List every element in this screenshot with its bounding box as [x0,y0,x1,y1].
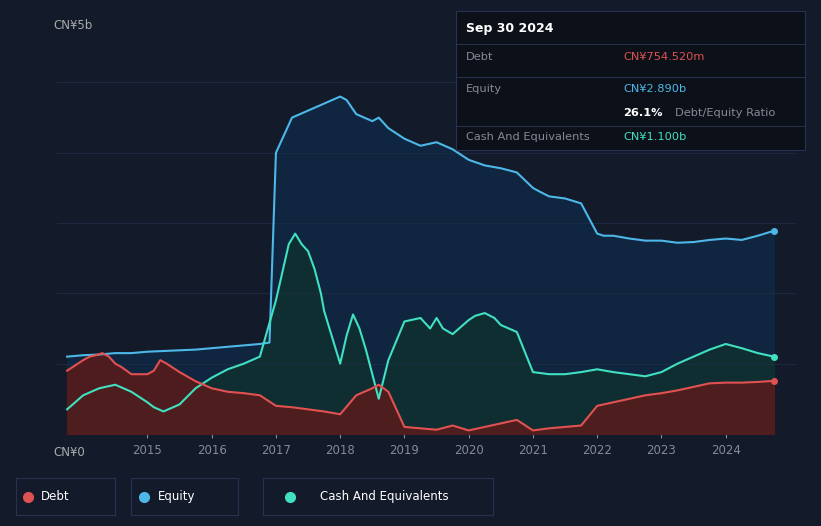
Text: Equity: Equity [466,84,502,94]
Text: Equity: Equity [158,490,195,503]
Text: Sep 30 2024: Sep 30 2024 [466,22,553,35]
Text: Debt/Equity Ratio: Debt/Equity Ratio [676,108,776,118]
Text: CN¥1.100b: CN¥1.100b [623,132,686,142]
Text: Debt: Debt [466,53,493,63]
Text: CN¥2.890b: CN¥2.890b [623,84,686,94]
Text: CN¥0: CN¥0 [54,446,85,459]
Text: CN¥5b: CN¥5b [54,19,93,32]
Text: Cash And Equivalents: Cash And Equivalents [466,132,589,142]
Text: Debt: Debt [41,490,70,503]
Text: 26.1%: 26.1% [623,108,663,118]
Text: Cash And Equivalents: Cash And Equivalents [320,490,449,503]
Text: CN¥754.520m: CN¥754.520m [623,53,704,63]
